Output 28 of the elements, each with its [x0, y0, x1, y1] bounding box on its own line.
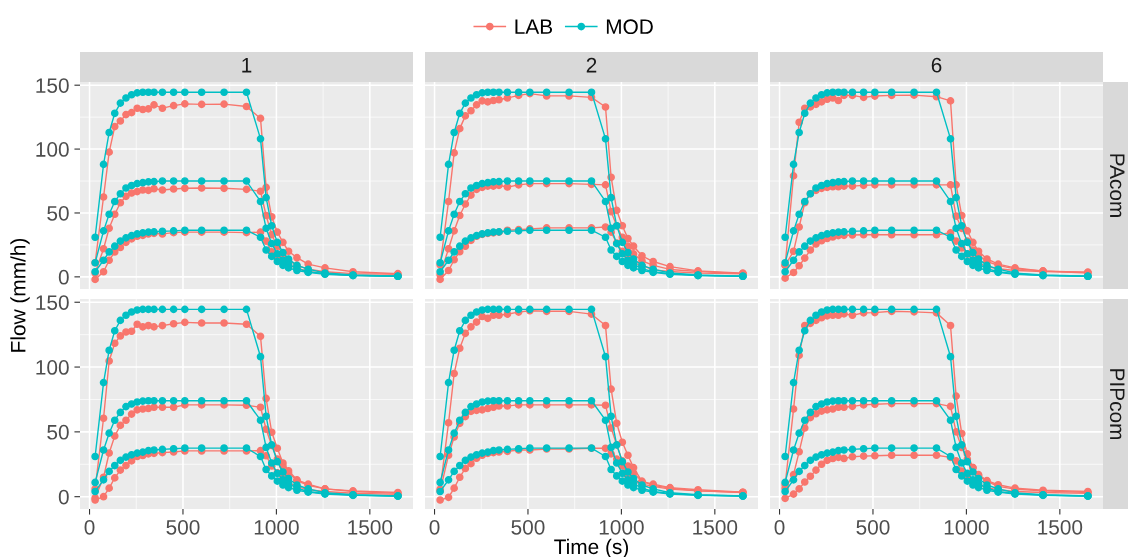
y-tick-label: 50 — [47, 205, 69, 221]
y-tick-label: 50 — [47, 424, 69, 440]
y-tick-label: 100 — [36, 142, 69, 157]
y-axis-title: Flow (mm/h) — [10, 238, 30, 352]
legend-label: LAB — [515, 19, 553, 34]
x-tick-label: 0 — [84, 519, 95, 535]
legend-label: MOD — [606, 19, 653, 35]
x-tick-label: 1000 — [944, 519, 989, 535]
text: PAcom — [1109, 154, 1125, 217]
y-tick-label: 150 — [36, 295, 69, 310]
chart-title: 6 — [931, 57, 942, 73]
x-tick-label: 500 — [166, 519, 200, 535]
x-tick-label: 1500 — [1038, 519, 1083, 535]
y-tick-label: 0 — [58, 489, 69, 505]
x-tick-label: 500 — [856, 519, 890, 535]
y-tick-label: 0 — [58, 269, 69, 285]
chart-title: 2 — [586, 57, 597, 73]
x-tick-label: 1000 — [599, 519, 644, 535]
y-tick-label: 150 — [36, 78, 69, 93]
text: PIPcom — [1109, 369, 1125, 440]
x-tick-label: 1000 — [254, 519, 299, 535]
x-tick-label: 1500 — [693, 519, 738, 535]
x-tick-label: 0 — [429, 519, 440, 535]
x-tick-label: 0 — [774, 519, 785, 535]
y-tick-label: 100 — [36, 360, 69, 375]
x-tick-label: 500 — [511, 519, 545, 535]
chart-title: 1 — [242, 58, 252, 73]
x-tick-label: 1500 — [348, 519, 393, 535]
